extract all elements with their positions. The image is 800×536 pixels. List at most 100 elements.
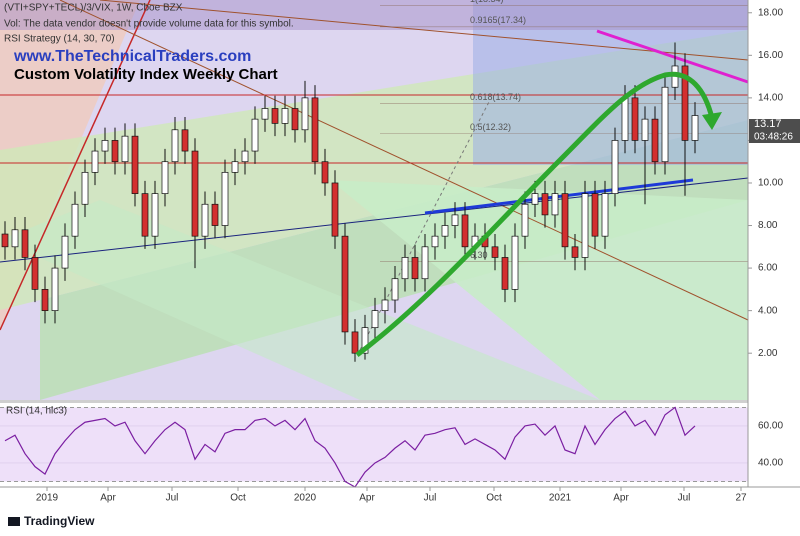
candle-body [1,233,9,248]
fib-label: 0.9165(17.34) [470,15,526,25]
arrow-head [702,112,722,130]
y-tick-label: 10.00 [758,178,783,189]
x-tick-label: 27 [735,493,747,504]
rsi-line [4,406,696,488]
y-tick-label: 4.00 [758,305,778,316]
candle-body [631,97,639,141]
fib-label: 0.618(13.74) [470,92,521,102]
candle-body [221,171,229,226]
candle-body [691,115,699,141]
fib-label: 6.30 [470,250,488,260]
x-tick-label: 2021 [549,493,572,504]
candle-body [501,257,509,290]
candle-body [211,203,219,226]
candle-body [391,278,399,301]
candle-body [341,235,349,333]
price-badge [749,119,800,143]
y-tick-label: 6.00 [758,263,778,274]
y-tick-label: 18.00 [758,7,783,18]
candle-body [131,135,139,194]
candle-body [81,171,89,205]
x-tick-label: Apr [359,493,375,504]
candle-body [651,118,659,163]
candle-body [261,108,269,120]
fan-zone [0,0,140,400]
x-tick-label: Jul [678,493,691,504]
fib-label: 0.5(12.32) [470,122,511,132]
candle-body [301,97,309,131]
x-tick-label: Oct [230,493,246,504]
candle-body [31,257,39,290]
trend-line [424,178,694,215]
candle-body [181,129,189,152]
candle-body [101,140,109,152]
y-tick-label: 16.00 [758,50,783,61]
last-price: 13.17 [754,118,782,130]
headline: Custom Volatility Index Weekly Chart [14,66,278,83]
candle-body [601,193,609,237]
fan-line [59,0,749,321]
x-tick-label: Jul [424,493,437,504]
price-axis [748,0,800,487]
candle-body [201,203,209,237]
candle-body [61,235,69,269]
resistance-line [596,29,749,84]
candle-body [441,225,449,237]
candle-body [161,161,169,194]
trend-line [0,177,749,263]
fib-connector [359,99,491,351]
volume-note: Vol: The data vendor doesn't provide vol… [4,19,294,30]
fan-line [99,0,749,61]
candle-body [661,86,669,163]
price-pane [0,0,749,400]
candle-body [351,331,359,354]
x-tick-label: 2019 [36,493,59,504]
rsi-layer [0,406,748,488]
candle-body [21,229,29,258]
x-tick-label: Apr [613,493,629,504]
candle-body [171,129,179,163]
candle-body [91,150,99,173]
candle-body [331,182,339,237]
candle-body [121,135,129,163]
website: www.TheTechnicalTraders.com [13,48,251,65]
candle-body [361,327,369,354]
candle-body [321,161,329,184]
candle-body [251,118,259,152]
brand: TradingView [24,514,95,528]
x-tick-label: Jul [166,493,179,504]
x-tick-label: Oct [486,493,502,504]
candle-body [71,203,79,237]
candle-body [581,193,589,258]
candle-body [571,246,579,258]
candle-body [451,214,459,226]
fan-zone [0,200,600,400]
candle-body [681,65,689,141]
candle-body [621,97,629,141]
x-tick-label: 2020 [294,493,317,504]
fib-label: 1(18.34) [470,0,504,4]
candle-body [311,97,319,163]
candle-body [511,235,519,290]
candle-body [551,193,559,216]
axes: 2.004.006.008.0010.0012.0014.0016.0018.0… [36,7,784,503]
candle-body [561,193,569,248]
strategy: RSI Strategy (14, 30, 70) [4,34,115,45]
y-tick-label: 2.00 [758,348,778,359]
candle-body [421,246,429,280]
brand-logo [8,517,20,526]
candle-body [271,108,279,124]
candle-body [591,193,599,237]
pane-separator [0,400,748,403]
candle-body [381,299,389,311]
x-tick-label: Apr [100,493,116,504]
candle-body [51,267,59,311]
rsi-title: RSI (14, hlc3) [6,406,67,417]
fan-line [0,0,151,331]
candle-body [241,150,249,163]
candle-body [431,235,439,248]
candle-body [281,108,289,124]
candle-body [371,310,379,329]
candle-body [141,193,149,237]
